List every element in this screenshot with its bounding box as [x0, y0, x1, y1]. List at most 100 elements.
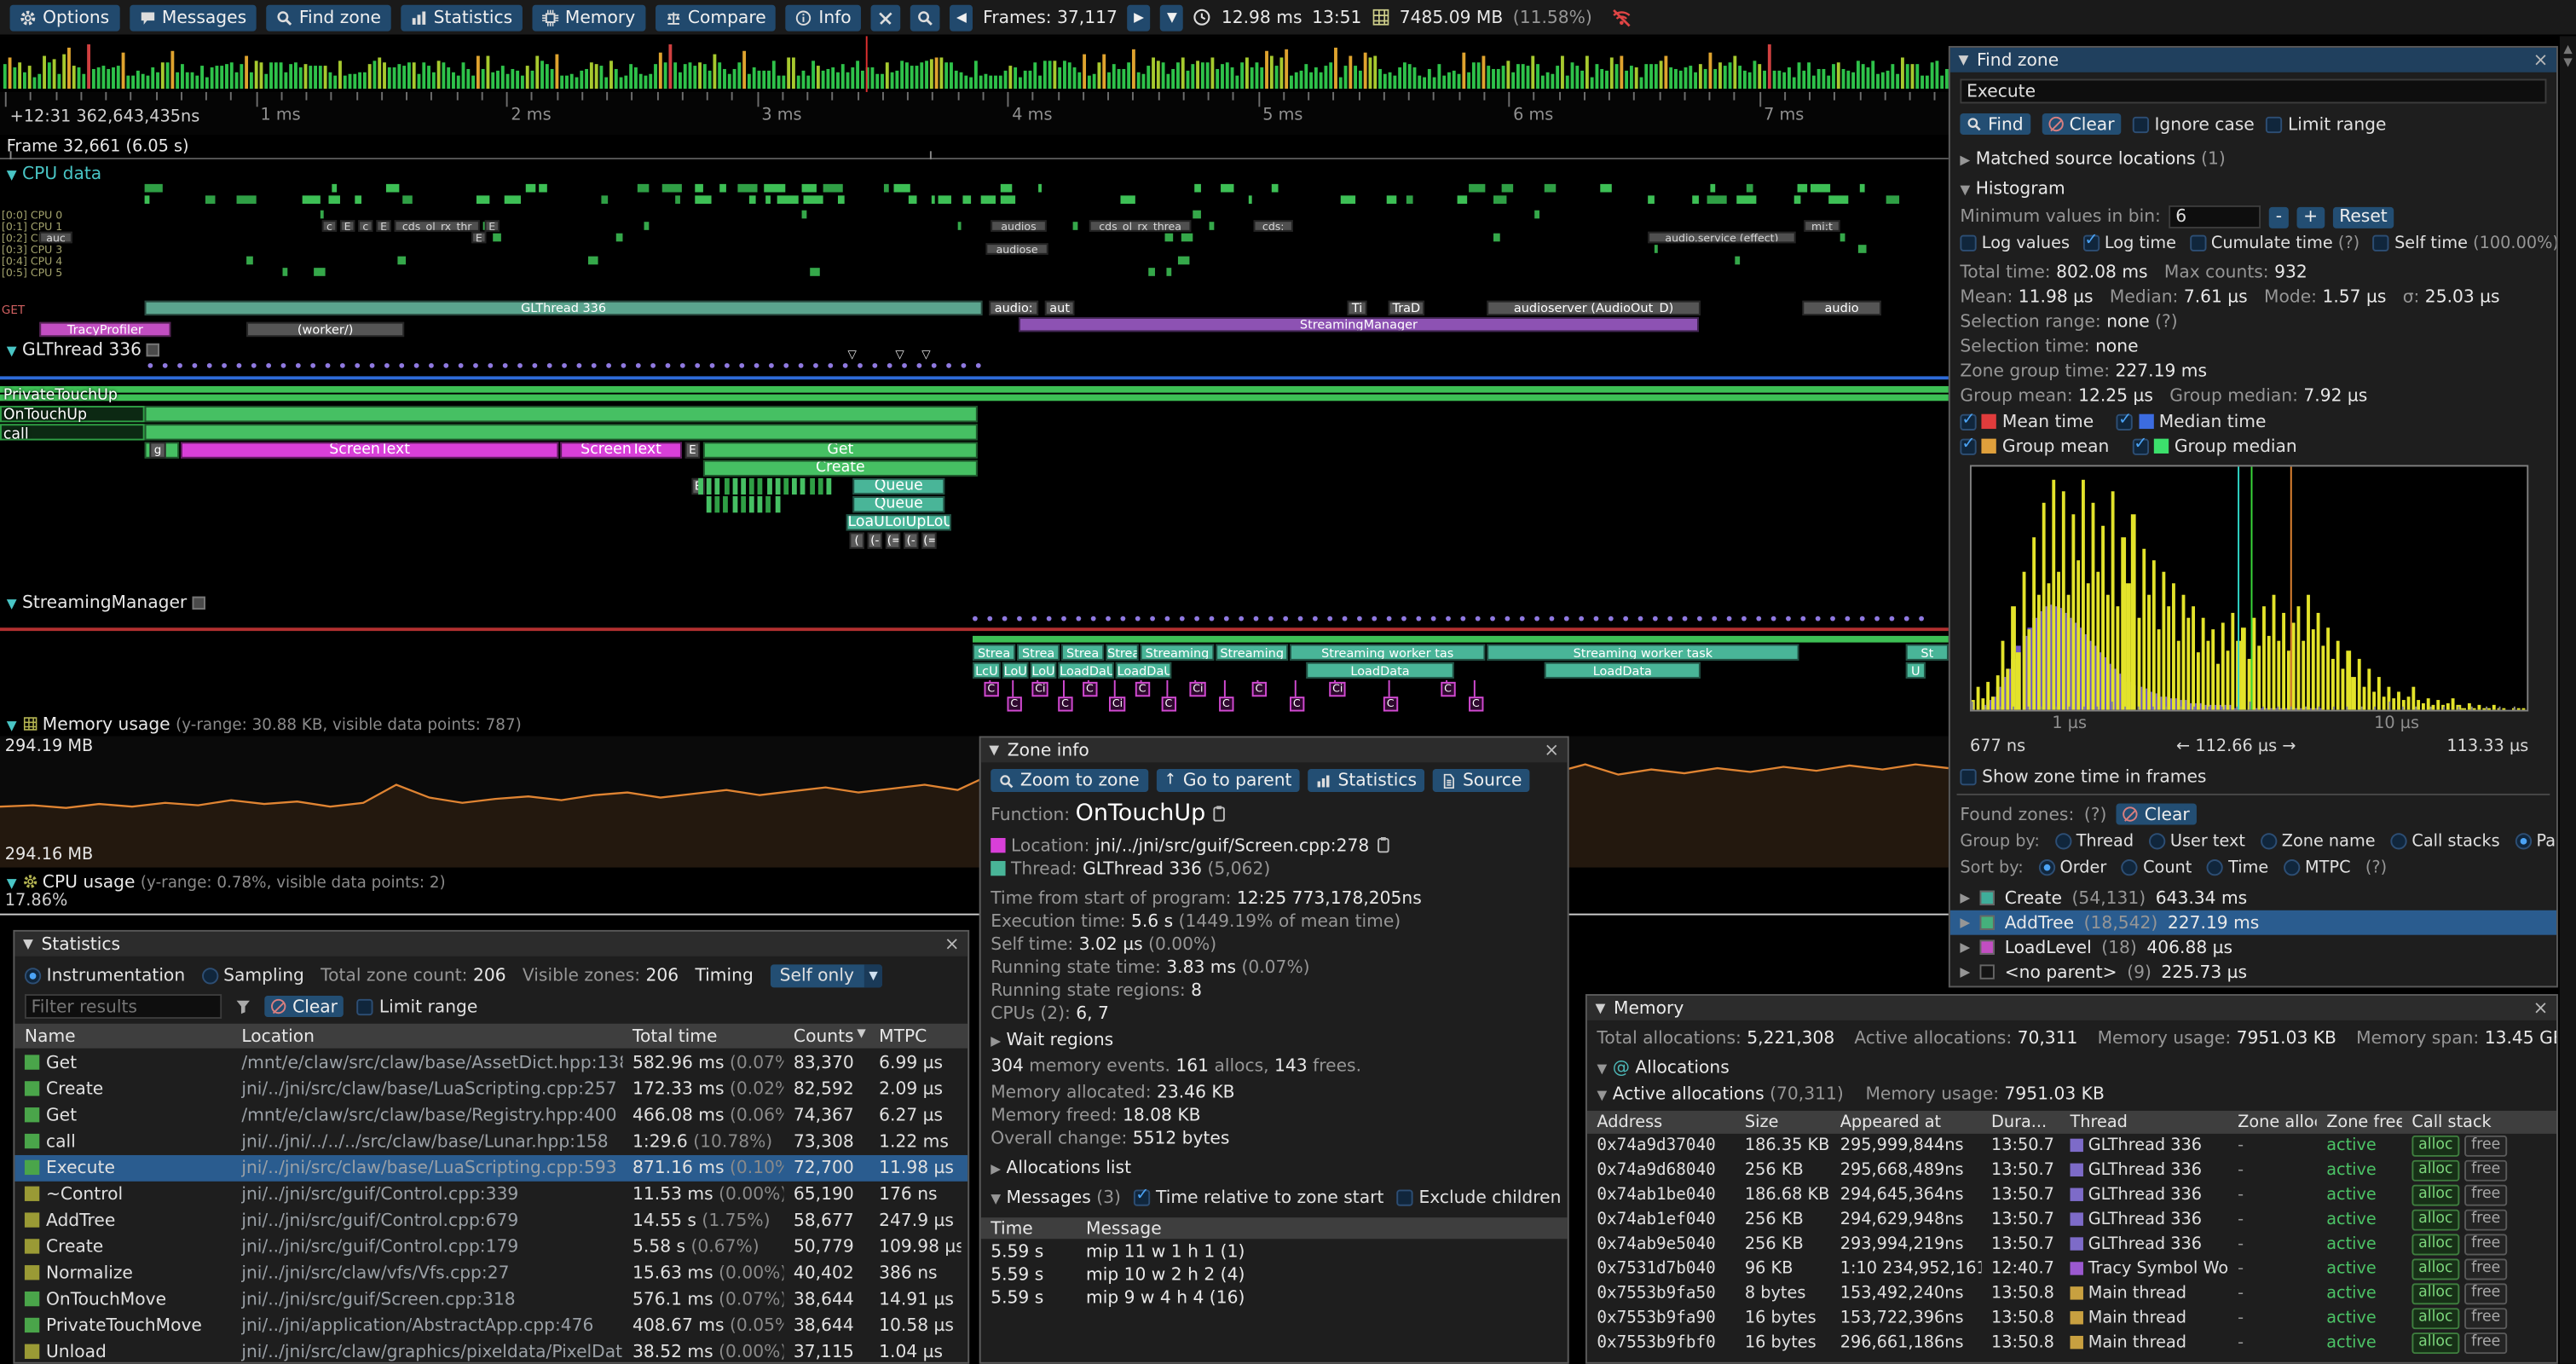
frame-bar[interactable] — [1196, 60, 1200, 90]
frame-bar[interactable] — [511, 69, 515, 90]
allocation-row[interactable]: 0x7553b9fa90 16 bytes 153,722,396ns 13:5… — [1587, 1306, 2556, 1331]
frame-bar[interactable] — [259, 62, 263, 90]
message-dot[interactable] — [987, 616, 993, 621]
frame-bar[interactable] — [840, 65, 845, 90]
frame-bar[interactable] — [1580, 71, 1585, 90]
message-dot[interactable] — [1830, 616, 1835, 621]
allocation-row[interactable]: 0x7553b9fa50 8 bytes 153,492,240ns 13:50… — [1587, 1281, 2556, 1306]
frame-bar[interactable] — [1324, 66, 1328, 90]
zone[interactable] — [714, 477, 720, 495]
statistics-button[interactable]: Statistics — [401, 3, 523, 31]
clipboard-icon[interactable] — [1375, 836, 1391, 853]
group-median-checkbox[interactable]: Group median — [2132, 436, 2297, 457]
reset-button[interactable]: Reset — [2332, 205, 2394, 228]
frame-bar[interactable] — [1290, 75, 1293, 90]
frame-bar[interactable] — [1772, 70, 1776, 90]
cpu-zone[interactable]: E — [471, 231, 487, 244]
info-button[interactable]: Info — [785, 3, 862, 31]
message-dot[interactable] — [1223, 616, 1229, 621]
frame-bar[interactable] — [964, 76, 968, 90]
free-callstack-button[interactable]: free — [2464, 1184, 2508, 1206]
frame-bar[interactable] — [1511, 72, 1516, 90]
frame-bar[interactable] — [452, 72, 455, 90]
frame-bar[interactable] — [1067, 61, 1071, 90]
message-dot[interactable] — [1386, 616, 1392, 621]
zone[interactable] — [706, 496, 712, 513]
memory-button[interactable]: Memory — [532, 3, 645, 31]
frame-bar[interactable] — [1166, 73, 1170, 90]
frame-bar[interactable] — [1181, 57, 1185, 90]
self-time-checkbox[interactable]: Self time (100.00%) — [2372, 234, 2556, 253]
message-dot[interactable] — [1239, 616, 1245, 621]
frame-bar[interactable] — [1003, 70, 1008, 90]
memory-graph[interactable] — [0, 736, 1949, 868]
allocations-toggle[interactable]: ▼ @ Allocations — [1597, 1058, 1730, 1078]
stream-mark-label[interactable]: Ci — [1189, 681, 1207, 697]
zone[interactable]: Strea — [1106, 644, 1139, 661]
frame-bar[interactable] — [565, 76, 569, 90]
frame-bar[interactable] — [1260, 67, 1264, 90]
timing-dropdown[interactable]: Self only ▼ — [770, 964, 883, 988]
frame-bar[interactable] — [87, 44, 91, 90]
frame-bar[interactable] — [1072, 66, 1077, 90]
frame-bar[interactable] — [323, 65, 327, 90]
message-dot[interactable] — [1903, 616, 1909, 621]
frame-bar[interactable] — [1634, 66, 1638, 90]
zone[interactable] — [724, 477, 730, 495]
frame-bar[interactable] — [298, 66, 303, 90]
frame-bar[interactable] — [944, 62, 949, 90]
frame-bar[interactable] — [915, 66, 919, 90]
frame-bar[interactable] — [1896, 74, 1900, 90]
frame-bar[interactable] — [57, 73, 61, 90]
zone-info-titlebar[interactable]: ▼ Zone info × — [980, 737, 1568, 763]
message-dot[interactable] — [473, 362, 478, 368]
zone[interactable]: ScreenText — [181, 442, 559, 459]
frame-bar[interactable] — [673, 62, 678, 90]
zone[interactable]: Create — [702, 459, 978, 477]
frame-bar[interactable] — [1600, 68, 1604, 90]
group-thread-radio[interactable]: Thread — [2054, 833, 2134, 851]
message-dot[interactable] — [1312, 616, 1318, 621]
zone[interactable] — [765, 496, 771, 513]
thread-zone[interactable]: StreamingManager — [1018, 316, 1699, 332]
frame-bar[interactable] — [619, 76, 623, 90]
next-frame-button[interactable]: ▶ — [1127, 3, 1151, 31]
message-dot[interactable] — [709, 362, 715, 368]
frame-bar[interactable] — [1728, 62, 1732, 90]
frame-bar[interactable] — [1018, 76, 1022, 90]
frame-bar[interactable] — [284, 72, 288, 90]
zone[interactable]: (= — [921, 532, 937, 549]
cpu-zone[interactable]: audio.service (effect) — [1648, 231, 1796, 244]
message-dot[interactable] — [1534, 616, 1539, 621]
frame-bar[interactable] — [496, 71, 500, 90]
frame-bar[interactable] — [210, 66, 214, 90]
frame-bar[interactable] — [422, 62, 426, 90]
frame-bar[interactable] — [1136, 72, 1141, 90]
frame-bar[interactable] — [796, 75, 800, 90]
frame-bar[interactable] — [447, 67, 451, 90]
frame-bar[interactable] — [1368, 57, 1372, 90]
stream-mark-label[interactable]: Ci — [1031, 681, 1049, 697]
frame-bar[interactable] — [160, 61, 165, 90]
cpu-zone[interactable]: cds_ol_rx_thr — [394, 220, 480, 232]
frame-bar[interactable] — [973, 61, 978, 90]
frame-bar[interactable] — [1240, 61, 1245, 90]
message-dot[interactable] — [1342, 616, 1348, 621]
zone[interactable]: Get — [702, 442, 978, 459]
stream-mark-label[interactable]: C — [1058, 696, 1072, 712]
zone[interactable]: LcU — [973, 662, 1001, 679]
message-dot[interactable] — [177, 362, 182, 368]
frame-bar[interactable] — [792, 57, 795, 90]
memory-usage-header[interactable]: ▼ Memory usage (y-range: 30.88 KB, visib… — [6, 714, 522, 735]
frame-bar[interactable] — [1822, 69, 1826, 90]
message-dot[interactable] — [1297, 616, 1303, 621]
frame-bar[interactable] — [96, 67, 101, 90]
frame-bar[interactable] — [1841, 69, 1845, 90]
frame-bar[interactable] — [998, 76, 1002, 90]
frame-bar[interactable] — [1620, 55, 1624, 90]
frame-bar[interactable] — [1378, 69, 1382, 90]
frame-bar[interactable] — [22, 72, 26, 90]
frame-bar[interactable] — [1221, 63, 1224, 90]
message-dot[interactable] — [724, 362, 730, 368]
group-mean-checkbox[interactable]: Group mean — [1960, 436, 2109, 457]
